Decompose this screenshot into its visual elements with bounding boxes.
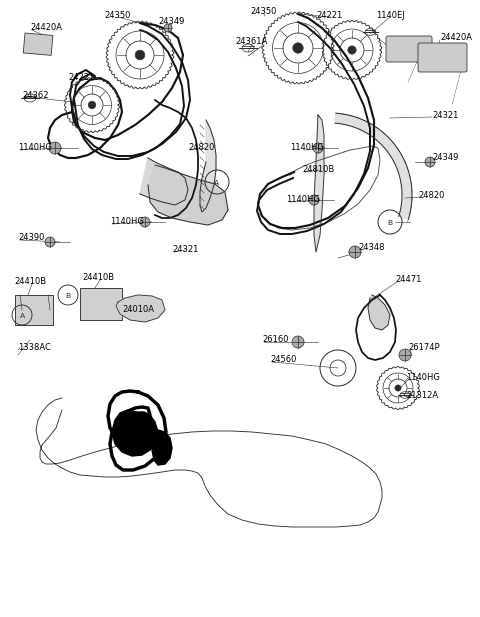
Polygon shape	[148, 165, 228, 225]
Text: 24221: 24221	[69, 73, 95, 83]
Circle shape	[395, 385, 401, 391]
Polygon shape	[368, 295, 390, 330]
Circle shape	[88, 101, 96, 109]
Polygon shape	[335, 113, 412, 219]
Text: 24010A: 24010A	[122, 305, 154, 315]
Text: 24810B: 24810B	[302, 165, 334, 175]
Polygon shape	[140, 158, 188, 205]
Text: 24420A: 24420A	[30, 23, 62, 33]
Text: 24410B: 24410B	[14, 278, 46, 286]
Text: 24390: 24390	[18, 233, 44, 242]
Text: 24560: 24560	[270, 355, 296, 365]
Text: 24350: 24350	[105, 10, 131, 20]
Text: 24221: 24221	[317, 10, 343, 20]
Text: 24362: 24362	[22, 91, 48, 99]
FancyBboxPatch shape	[386, 36, 432, 62]
Circle shape	[164, 24, 172, 32]
Circle shape	[45, 237, 55, 247]
Text: 1140HG: 1140HG	[406, 373, 440, 383]
Text: B: B	[387, 220, 393, 226]
Text: 24820: 24820	[418, 191, 444, 199]
Circle shape	[292, 336, 304, 348]
Text: 24420A: 24420A	[440, 33, 472, 43]
Text: 24349: 24349	[432, 154, 458, 162]
Text: 1140HG: 1140HG	[290, 144, 324, 152]
FancyBboxPatch shape	[418, 43, 467, 72]
Circle shape	[399, 349, 411, 361]
Circle shape	[309, 195, 319, 205]
Circle shape	[349, 246, 361, 258]
Circle shape	[348, 46, 356, 54]
Polygon shape	[200, 120, 216, 212]
Text: 1140EJ: 1140EJ	[376, 10, 404, 20]
Text: 24361A: 24361A	[236, 38, 268, 46]
Text: 24348: 24348	[358, 244, 384, 252]
Text: 1338AC: 1338AC	[18, 344, 51, 352]
Bar	[15, 295, 53, 325]
Bar	[23, 33, 53, 56]
Text: 1140HG: 1140HG	[18, 144, 52, 152]
Text: B: B	[65, 293, 71, 299]
Polygon shape	[152, 430, 172, 465]
Text: A: A	[215, 180, 219, 186]
Text: 1140HG: 1140HG	[110, 218, 144, 226]
Circle shape	[49, 142, 61, 154]
Text: 24321: 24321	[432, 110, 458, 120]
Text: 1140HG: 1140HG	[286, 196, 320, 204]
Polygon shape	[116, 295, 165, 322]
Text: 24350: 24350	[251, 7, 277, 17]
Polygon shape	[112, 410, 158, 456]
Circle shape	[425, 157, 435, 167]
Polygon shape	[314, 115, 324, 252]
Text: A: A	[19, 313, 24, 319]
Text: 24471: 24471	[395, 276, 421, 284]
Text: 26174P: 26174P	[408, 344, 440, 352]
Circle shape	[140, 217, 150, 227]
Text: 21312A: 21312A	[406, 391, 438, 399]
Circle shape	[293, 43, 303, 53]
Text: 24820: 24820	[188, 144, 215, 152]
Text: 24321: 24321	[172, 246, 198, 254]
Text: 26160: 26160	[262, 336, 288, 344]
Text: 24349: 24349	[159, 17, 185, 27]
Circle shape	[313, 143, 323, 153]
Text: 24410B: 24410B	[82, 273, 114, 283]
Circle shape	[135, 50, 145, 60]
Bar	[80, 288, 122, 320]
